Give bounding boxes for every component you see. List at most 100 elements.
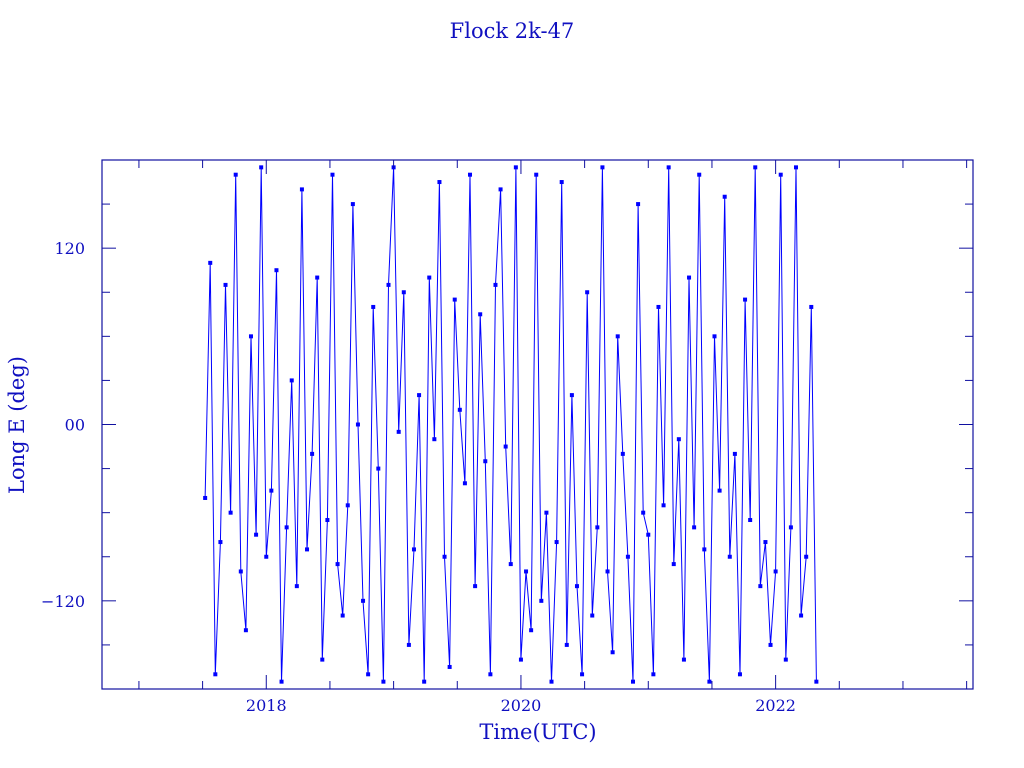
data-point (330, 172, 335, 177)
data-point (620, 451, 625, 456)
series-line (204, 167, 817, 682)
data-point (518, 657, 523, 662)
data-layer (203, 165, 819, 684)
data-point (279, 679, 284, 684)
data-point (254, 532, 259, 537)
data-point (656, 304, 661, 309)
data-point (671, 562, 676, 567)
data-point (799, 613, 804, 618)
data-point (722, 194, 727, 199)
data-point (814, 679, 819, 684)
data-point (442, 554, 447, 559)
data-point (793, 165, 798, 170)
data-point (539, 598, 544, 603)
data-point (524, 569, 529, 574)
data-point (422, 679, 427, 684)
data-point (748, 518, 753, 523)
data-point (259, 165, 264, 170)
data-point (585, 290, 590, 295)
data-point (493, 282, 498, 287)
data-point (809, 304, 814, 309)
x-axis-label: Time(UTC) (479, 720, 596, 744)
data-point (508, 562, 513, 567)
y-tick-label: −120 (41, 592, 85, 611)
data-point (483, 459, 488, 464)
data-point (238, 569, 243, 574)
data-point (600, 165, 605, 170)
data-point (269, 488, 274, 493)
x-tick-label: 2018 (246, 696, 287, 715)
data-point (702, 547, 707, 552)
data-point (264, 554, 269, 559)
data-point (743, 297, 748, 302)
data-point (554, 540, 559, 545)
y-tick-label: 120 (54, 239, 85, 258)
data-point (727, 554, 732, 559)
data-point (763, 540, 768, 545)
data-point (457, 407, 462, 412)
data-point (310, 451, 315, 456)
data-point (203, 495, 208, 500)
data-point (411, 547, 416, 552)
data-point (559, 180, 564, 185)
data-point (580, 672, 585, 677)
data-point (631, 679, 636, 684)
data-point (778, 172, 783, 177)
data-point (366, 672, 371, 677)
data-point (513, 165, 518, 170)
y-tick-label: 00 (65, 416, 85, 435)
data-point (529, 628, 534, 633)
data-point (223, 282, 228, 287)
data-point (544, 510, 549, 515)
data-point (478, 312, 483, 317)
data-point (305, 547, 310, 552)
data-point (681, 657, 686, 662)
data-point (758, 584, 763, 589)
data-point (208, 260, 213, 265)
data-point (636, 202, 641, 207)
x-tick-label: 2022 (755, 696, 796, 715)
data-point (361, 598, 366, 603)
data-point (666, 165, 671, 170)
data-point (417, 393, 422, 398)
data-point (788, 525, 793, 530)
data-point (355, 422, 360, 427)
data-point (468, 172, 473, 177)
data-point (401, 290, 406, 295)
data-point (335, 562, 340, 567)
data-point (737, 672, 742, 677)
data-point (437, 180, 442, 185)
data-point (233, 172, 238, 177)
data-point (294, 584, 299, 589)
data-point (804, 554, 809, 559)
data-point (376, 466, 381, 471)
data-point (473, 584, 478, 589)
data-point (569, 393, 574, 398)
data-point (625, 554, 630, 559)
data-point (549, 679, 554, 684)
data-point (432, 437, 437, 442)
data-point (371, 304, 376, 309)
data-point (574, 584, 579, 589)
data-point (610, 650, 615, 655)
data-point (753, 165, 758, 170)
data-point (503, 444, 508, 449)
data-point (692, 525, 697, 530)
data-point (564, 642, 569, 647)
data-point (325, 518, 330, 523)
data-point (386, 282, 391, 287)
data-point (590, 613, 595, 618)
data-point (452, 297, 457, 302)
data-point (717, 488, 722, 493)
data-point (534, 172, 539, 177)
data-point (783, 657, 788, 662)
data-point (381, 679, 386, 684)
data-point (768, 642, 773, 647)
data-point (732, 451, 737, 456)
data-point (488, 672, 493, 677)
data-point (676, 437, 681, 442)
data-point (218, 540, 223, 545)
data-point (406, 642, 411, 647)
data-point (498, 187, 503, 192)
